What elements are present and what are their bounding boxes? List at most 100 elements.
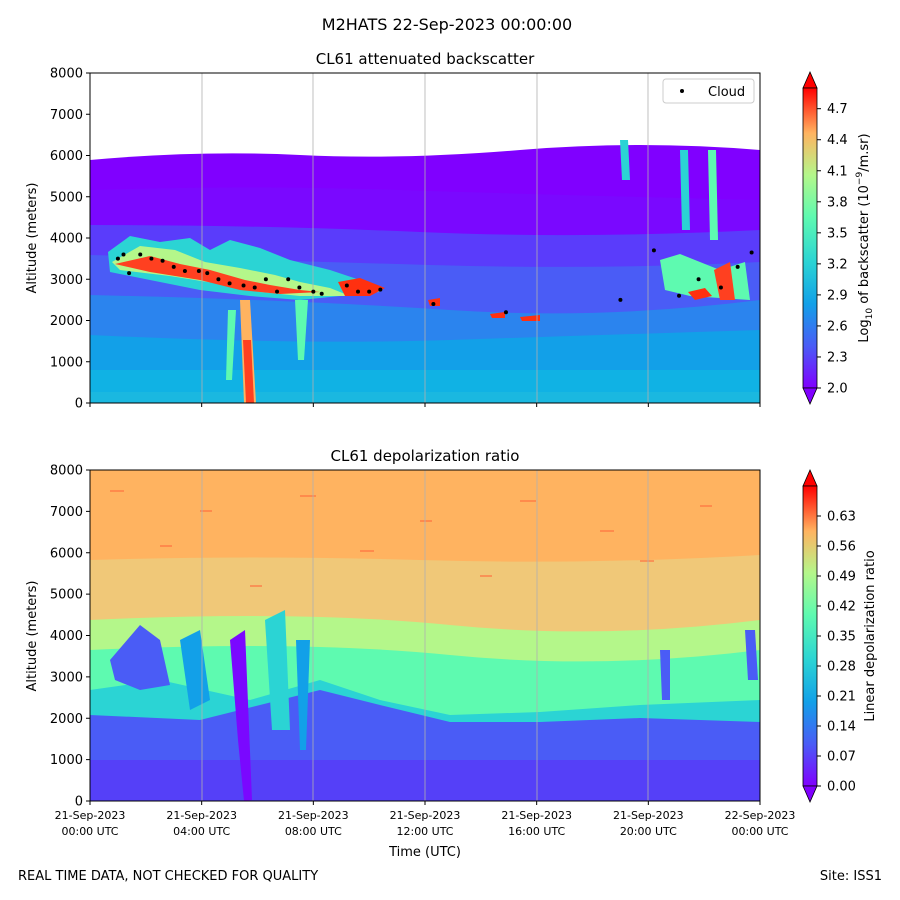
backscatter-colorbar-label: Log10 of backscatter (10−9/m.sr) — [855, 133, 875, 342]
cloud-base-point — [196, 269, 201, 273]
depolarization-xticks: 21-Sep-2023 00:00 UTC 21-Sep-2023 04:00 UTC… — [55, 801, 796, 838]
depolarization-ylabel: Altitude (meters) — [25, 581, 40, 692]
cloud-base-point — [241, 283, 246, 288]
depolarization-colorbar-ticks: 0.00 0.07 0.14 0.21 0.28 0.35 0.42 0.49 0.56 0.63 — [817, 510, 856, 795]
depolarization-colorbar: 0.00 0.07 0.14 0.21 0.28 0.35 0.42 0.49 0.56 0.63… — [802, 469, 878, 803]
cloud-base-point — [735, 264, 740, 269]
cloud-points — [115, 248, 754, 315]
colorbar-tick-label: 2.6 — [827, 319, 848, 334]
colorbar-tick-label: 0.00 — [827, 780, 856, 795]
colorbar-tick-label: 3.8 — [827, 195, 848, 210]
cloud-base-point — [115, 256, 120, 261]
backscatter-gridlines — [201, 73, 649, 403]
cloud-base-point — [503, 310, 508, 315]
cloud-base-point — [677, 293, 682, 298]
xtick-time-label: 16:00 UTC — [508, 825, 565, 838]
colorbar-tick-label: 0.49 — [827, 570, 856, 585]
ytick-label: 4000 — [50, 629, 83, 644]
figure-title: M2HATS 22-Sep-2023 00:00:00 — [322, 15, 572, 34]
ytick-label: 1000 — [50, 355, 83, 370]
ytick-label: 3000 — [50, 273, 83, 288]
backscatter-title: CL61 attenuated backscatter — [316, 50, 535, 68]
ytick-label: 5000 — [50, 190, 83, 205]
ytick-label: 5000 — [50, 588, 83, 603]
xtick-date-label: 22-Sep-2023 — [725, 809, 796, 822]
depolarization-panel: CL61 depolarization ratio — [25, 447, 878, 860]
cloud-base-point — [356, 289, 360, 294]
ytick-label: 2000 — [50, 712, 83, 727]
ytick-label: 6000 — [50, 546, 83, 561]
cloud-base-point — [378, 287, 383, 292]
colorbar-tick-label: 0.21 — [827, 690, 856, 705]
depolarization-yticks: 0 1000 2000 3000 4000 5000 6000 7000 8000 — [50, 464, 90, 810]
colorbar-tick-label: 0.56 — [827, 540, 856, 555]
xtick-time-label: 00:00 UTC — [731, 825, 788, 838]
colorbar-tick-label: 4.7 — [827, 102, 848, 117]
xtick-time-label: 20:00 UTC — [620, 825, 677, 838]
xtick-date-label: 21-Sep-2023 — [55, 809, 126, 822]
colorbar-tick-label: 0.35 — [827, 630, 856, 645]
ytick-label: 2000 — [50, 314, 83, 329]
cloud-base-point — [718, 285, 723, 290]
cloud-legend-marker — [680, 89, 684, 93]
cloud-base-point — [696, 277, 701, 282]
cloud-base-point — [344, 283, 349, 288]
cloud-base-point — [286, 277, 291, 282]
cloud-legend-label: Cloud — [708, 85, 745, 100]
backscatter-yticks: 0 1000 2000 3000 4000 5000 6000 7000 8000 — [50, 67, 90, 412]
colorbar-tick-label: 4.4 — [827, 133, 848, 148]
cloud-base-point — [311, 289, 316, 294]
ytick-label: 8000 — [50, 67, 83, 82]
backscatter-ylabel: Altitude (meters) — [25, 183, 40, 294]
ytick-label: 3000 — [50, 670, 83, 685]
cloud-base-point — [297, 285, 302, 290]
depolarization-title: CL61 depolarization ratio — [331, 447, 520, 465]
backscatter-colorbar: 2.0 2.3 2.6 2.9 3.2 3.5 3.8 4.1 4.4 4.7 Log10 of … — [802, 71, 875, 405]
ytick-label: 1000 — [50, 753, 83, 768]
backscatter-cloud-layers — [108, 140, 750, 403]
colorbar-tick-label: 2.9 — [827, 288, 848, 303]
cloud-base-point — [319, 291, 324, 296]
cloud-base-point — [138, 252, 143, 257]
cloud-base-point — [651, 248, 656, 253]
colorbar-tick-label: 2.0 — [827, 382, 848, 397]
colorbar-tick-label: 0.63 — [827, 510, 856, 525]
colorbar-tick-label: 0.28 — [827, 660, 856, 675]
cloud-base-point — [749, 250, 754, 255]
depolarization-xlabel: Time (UTC) — [388, 845, 461, 860]
colorbar-tick-label: 0.42 — [827, 600, 856, 615]
cloud-base-point — [205, 271, 210, 276]
cloud-legend[interactable]: Cloud — [662, 78, 755, 104]
ytick-label: 0 — [75, 397, 83, 412]
colorbar-tick-label: 2.3 — [827, 350, 848, 365]
xtick-time-label: 00:00 UTC — [61, 825, 118, 838]
cloud-base-point — [121, 252, 126, 257]
xtick-date-label: 21-Sep-2023 — [278, 809, 349, 822]
depolarization-colorbar-label: Linear depolarization ratio — [863, 550, 878, 721]
cloud-base-point — [367, 289, 372, 294]
ytick-label: 7000 — [50, 108, 83, 123]
cloud-base-point — [171, 264, 176, 269]
backscatter-colorbar-ticks: 2.0 2.3 2.6 2.9 3.2 3.5 3.8 4.1 4.4 4.7 — [817, 102, 848, 397]
cloud-base-point — [127, 271, 132, 276]
ytick-label: 6000 — [50, 149, 83, 164]
xtick-time-label: 04:00 UTC — [173, 825, 230, 838]
ytick-label: 7000 — [50, 505, 83, 520]
cloud-base-point — [216, 277, 221, 282]
backscatter-panel: CL61 attenuated backscatter — [25, 50, 875, 412]
xtick-time-label: 12:00 UTC — [396, 825, 453, 838]
depolarization-gridlines — [201, 470, 649, 801]
ytick-label: 0 — [75, 795, 83, 810]
cloud-base-point — [160, 258, 165, 263]
colorbar-tick-label: 3.2 — [827, 257, 848, 272]
cloud-base-point — [263, 277, 268, 282]
xtick-date-label: 21-Sep-2023 — [166, 809, 237, 822]
colorbar-tick-label: 0.14 — [827, 720, 856, 735]
xtick-time-label: 08:00 UTC — [285, 825, 342, 838]
xtick-date-label: 21-Sep-2023 — [613, 809, 684, 822]
colorbar-tick-label: 3.5 — [827, 226, 848, 241]
site-label: Site: ISS1 — [819, 869, 882, 884]
colorbar-tick-label: 4.1 — [827, 164, 848, 179]
backscatter-xticks — [89, 403, 761, 407]
